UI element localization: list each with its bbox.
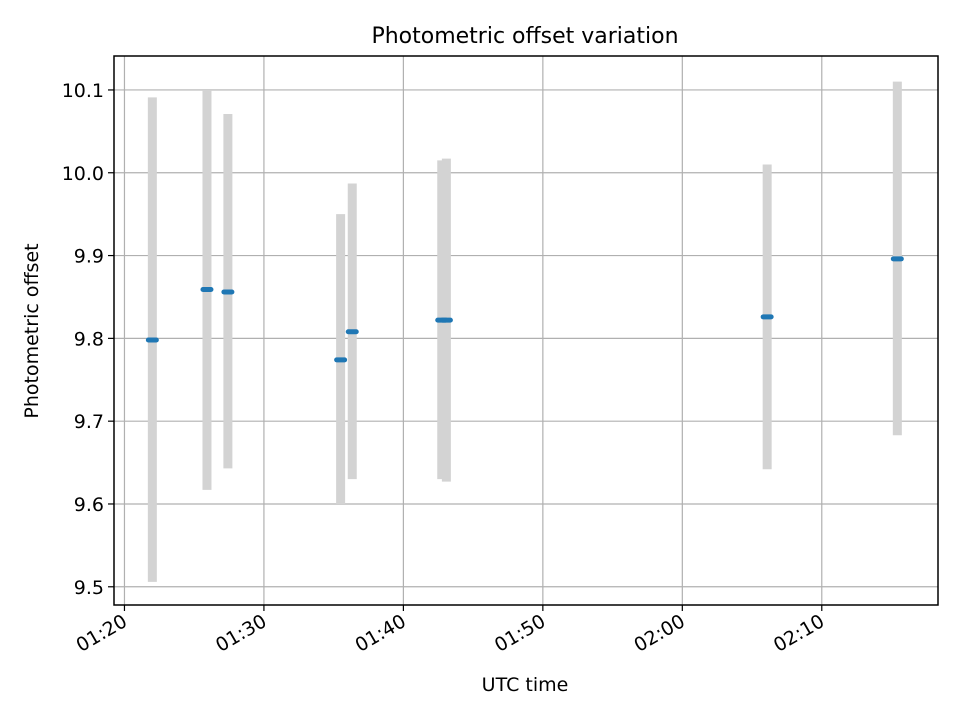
y-axis-label: Photometric offset <box>21 243 43 418</box>
y-tick-label: 9.9 <box>74 246 104 268</box>
y-tick-label: 10.0 <box>62 163 104 185</box>
y-tick-label: 9.7 <box>74 411 104 433</box>
data-points <box>145 256 904 363</box>
x-axis-label: UTC time <box>482 674 569 696</box>
y-tick-label: 9.5 <box>74 577 104 599</box>
plot-frame <box>113 55 939 606</box>
y-tick-label: 10.1 <box>62 80 104 102</box>
y-axis-ticks: 9.5 9.6 9.7 9.8 9.9 10.0 10.1 <box>62 80 114 599</box>
y-tick-label: 9.8 <box>74 328 104 350</box>
y-tick-label: 9.6 <box>74 494 104 516</box>
chart-title: Photometric offset variation <box>371 24 678 49</box>
grid <box>114 56 938 605</box>
